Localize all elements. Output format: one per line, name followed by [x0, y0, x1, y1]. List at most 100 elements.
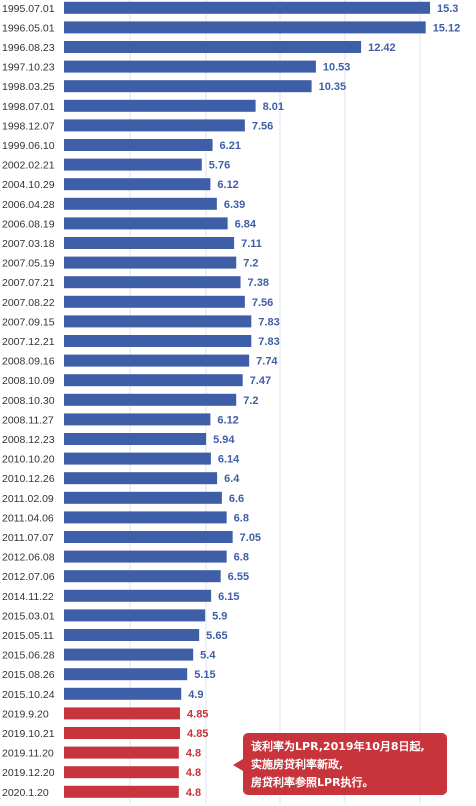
bar-1997.10.23	[64, 60, 316, 73]
date-label-33: 2015.06.28	[2, 650, 55, 662]
value-label-23: 6.14	[218, 454, 240, 466]
date-label-17: 2007.12.21	[2, 336, 55, 348]
date-label-20: 2008.10.30	[2, 395, 55, 407]
date-label-15: 2007.08.22	[2, 297, 55, 309]
value-label-7: 6.21	[220, 140, 241, 152]
date-labels: 1995.07.01 1996.05.01 1996.08.23 1997.10.23…	[2, 3, 55, 799]
value-label-15: 7.56	[252, 297, 273, 309]
date-label-40: 2020.1.20	[2, 787, 49, 799]
value-label-39: 4.8	[186, 767, 201, 779]
value-label-38: 4.8	[186, 748, 201, 760]
date-label-28: 2012.06.08	[2, 552, 55, 564]
bar-2007.12.21	[64, 335, 252, 347]
bar-2002.02.21	[64, 158, 202, 171]
bar-2019.11.20	[64, 746, 179, 759]
date-label-25: 2011.02.09	[2, 493, 54, 505]
value-label-35: 4.9	[188, 689, 203, 701]
bar-1999.06.10	[64, 139, 213, 151]
bar-2020.1.20	[64, 785, 179, 798]
lpr-callout: 该利率为LPR,2019年10月8日起, 实施房贷利率新政, 房贷利率参照LPR…	[233, 733, 447, 795]
date-label-0: 1995.07.01	[2, 3, 55, 15]
bar-2008.10.09	[64, 374, 243, 387]
value-label-1: 15.12	[433, 22, 461, 34]
callout-line-1: 该利率为LPR,2019年10月8日起,	[251, 740, 425, 753]
bar-2019.10.21	[64, 727, 181, 739]
value-label-20: 7.2	[243, 395, 258, 407]
date-label-34: 2015.08.26	[2, 669, 55, 681]
bar-2019.12.20	[64, 766, 179, 779]
bar-2008.11.27	[64, 413, 211, 426]
date-label-9: 2004.10.29	[2, 179, 55, 191]
value-label-25: 6.6	[229, 493, 244, 505]
value-label-9: 6.12	[217, 179, 238, 191]
value-label-5: 8.01	[263, 101, 284, 113]
value-label-8: 5.76	[209, 160, 230, 172]
bar-2008.12.23	[64, 433, 207, 445]
bar-2007.05.19	[64, 256, 237, 269]
bar-1996.08.23	[64, 41, 362, 53]
value-label-3: 10.53	[323, 62, 351, 74]
value-label-10: 6.39	[224, 199, 245, 211]
date-label-21: 2008.11.27	[2, 414, 54, 426]
value-label-27: 7.05	[240, 532, 261, 544]
value-label-21: 6.12	[217, 414, 238, 426]
date-label-23: 2010.10.20	[2, 454, 55, 466]
value-label-2: 12.42	[368, 42, 396, 54]
bar-2015.08.26	[64, 668, 188, 681]
date-label-6: 1998.12.07	[2, 120, 55, 132]
bar-2008.10.30	[64, 393, 237, 406]
value-label-12: 7.11	[241, 238, 262, 250]
bar-2006.04.28	[64, 197, 217, 210]
date-label-32: 2015.05.11	[2, 630, 54, 642]
date-label-24: 2010.12.26	[2, 473, 55, 485]
bar-2004.10.29	[64, 178, 211, 191]
date-label-35: 2015.10.24	[2, 689, 55, 701]
value-label-40: 4.8	[186, 787, 201, 799]
value-label-31: 5.9	[212, 610, 227, 622]
value-label-37: 4.85	[187, 728, 208, 740]
date-label-26: 2011.04.06	[2, 512, 54, 524]
value-label-36: 4.85	[187, 708, 208, 720]
value-label-11: 6.84	[235, 218, 257, 230]
date-label-11: 2006.08.19	[2, 218, 55, 230]
bar-2015.06.28	[64, 648, 194, 661]
date-label-16: 2007.09.15	[2, 316, 55, 328]
bar-1998.12.07	[64, 119, 245, 132]
value-label-29: 6.55	[228, 571, 249, 583]
bar-2015.03.01	[64, 609, 206, 622]
bar-2014.11.22	[64, 589, 212, 602]
date-label-4: 1998.03.25	[2, 81, 55, 93]
bar-1995.07.01	[64, 1, 430, 14]
bar-2015.05.11	[64, 629, 200, 641]
bar-1998.03.25	[64, 80, 312, 93]
date-label-14: 2007.07.21	[2, 277, 55, 289]
callout-line-2: 实施房贷利率新政,	[251, 758, 344, 771]
bar-2008.09.16	[64, 354, 250, 367]
bar-2011.04.06	[64, 511, 227, 524]
date-label-36: 2019.9.20	[2, 708, 49, 720]
bar-1996.05.01	[64, 21, 426, 34]
bar-2012.07.06	[64, 570, 221, 583]
bar-2006.08.19	[64, 217, 228, 230]
date-label-3: 1997.10.23	[2, 62, 55, 74]
bar-2011.07.07	[64, 531, 233, 543]
value-label-34: 5.15	[194, 669, 215, 681]
bar-2015.10.24	[64, 687, 182, 700]
value-label-4: 10.35	[319, 81, 347, 93]
bar-2019.9.20	[64, 707, 181, 720]
callout-pointer	[233, 759, 243, 771]
value-label-13: 7.2	[243, 258, 258, 270]
bar-2007.03.18	[64, 237, 235, 249]
value-label-28: 6.8	[234, 552, 249, 564]
value-label-30: 6.15	[218, 591, 239, 603]
date-label-1: 1996.05.01	[2, 22, 55, 34]
value-label-32: 5.65	[206, 630, 227, 642]
value-label-26: 6.8	[234, 512, 249, 524]
date-label-10: 2006.04.28	[2, 199, 55, 211]
date-label-12: 2007.03.18	[2, 238, 55, 250]
bar-2010.10.20	[64, 452, 211, 465]
date-label-7: 1999.06.10	[2, 140, 55, 152]
value-label-24: 6.4	[224, 473, 240, 485]
bar-2007.07.21	[64, 276, 241, 289]
